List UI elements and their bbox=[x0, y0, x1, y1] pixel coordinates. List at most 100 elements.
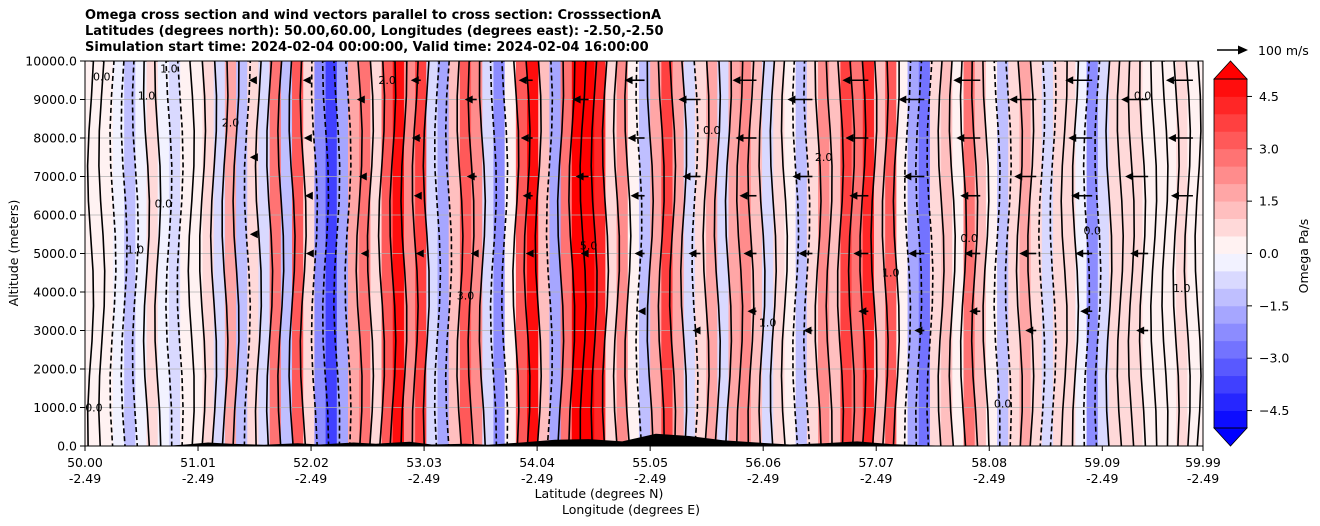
wind-vector-head bbox=[572, 95, 581, 104]
wind-vector-head bbox=[739, 191, 748, 200]
omega-contour-line bbox=[948, 61, 957, 446]
omega-contour-line bbox=[478, 61, 487, 446]
wind-vector-head bbox=[735, 134, 744, 142]
wind-vector-head bbox=[415, 249, 424, 258]
wind-vector-head bbox=[248, 76, 257, 85]
omega-contour-line bbox=[758, 61, 766, 446]
x-tick-label-lat: 58.08 bbox=[971, 455, 1007, 470]
omega-contour-line bbox=[187, 61, 196, 446]
colorbar-segment bbox=[1214, 393, 1247, 411]
colorbar-segment bbox=[1214, 270, 1247, 289]
contour-label: 0.0 bbox=[155, 197, 173, 210]
wind-vector-head bbox=[249, 153, 258, 162]
colorbar-segment bbox=[1214, 253, 1247, 272]
omega-contour-line bbox=[97, 61, 106, 446]
wind-vector-head bbox=[413, 191, 422, 200]
omega-contour-line bbox=[109, 61, 117, 446]
y-tick-label: 1000.0 bbox=[33, 400, 77, 415]
omega-contour-line bbox=[1149, 61, 1158, 446]
x-tick-label-lon: -2.49 bbox=[408, 471, 440, 486]
wind-vector-head bbox=[360, 249, 369, 258]
wind-vector-head bbox=[1165, 76, 1174, 85]
wind-vector-head bbox=[637, 307, 646, 316]
omega-contour-line bbox=[556, 61, 565, 446]
wind-vector-head bbox=[956, 134, 965, 142]
colorbar-segment bbox=[1214, 201, 1247, 219]
x-tick-label-lat: 57.07 bbox=[858, 455, 894, 470]
x-tick-label-lon: -2.49 bbox=[973, 471, 1005, 486]
omega-contour-line bbox=[411, 61, 419, 446]
wind-vector-head bbox=[692, 326, 701, 335]
omega-contour-line bbox=[243, 61, 252, 446]
omega-contour-line bbox=[881, 61, 890, 446]
wind-vector-head bbox=[624, 76, 633, 85]
y-tick-label: 2000.0 bbox=[33, 362, 77, 377]
contour-label: 1.0 bbox=[759, 317, 777, 330]
omega-contour-line bbox=[1094, 61, 1102, 446]
x-tick-label-lat: 59.99 bbox=[1185, 455, 1221, 470]
omega-contour-line bbox=[780, 61, 789, 446]
contour-label: 1.0 bbox=[882, 267, 900, 280]
omega-contour-line bbox=[579, 61, 587, 446]
omega-contour-line bbox=[747, 61, 755, 446]
chart-title-line-1: Omega cross section and wind vectors par… bbox=[85, 8, 662, 23]
omega-contour-line bbox=[635, 61, 643, 446]
omega-contour-line bbox=[903, 61, 912, 446]
omega-contour-line bbox=[221, 61, 229, 446]
wind-vector-head bbox=[1068, 134, 1077, 142]
omega-contour-line bbox=[512, 61, 520, 446]
omega-contour-line bbox=[332, 61, 341, 446]
wind-vectors bbox=[248, 76, 1193, 335]
omega-contour-line bbox=[142, 61, 151, 446]
colorbar-tick-label: −3.0 bbox=[1259, 351, 1289, 366]
contour-label: 2.0 bbox=[815, 151, 833, 164]
y-tick-label: 4000.0 bbox=[33, 285, 77, 300]
omega-contour-line bbox=[456, 61, 464, 446]
x-tick-label-lon: -2.49 bbox=[182, 471, 214, 486]
colorbar-segment bbox=[1214, 166, 1247, 185]
omega-contour-line bbox=[1004, 61, 1013, 446]
omega-contour-line bbox=[534, 61, 543, 446]
wind-vector-head bbox=[845, 134, 854, 142]
omega-contour-line bbox=[702, 61, 710, 446]
omega-contour-line bbox=[769, 61, 778, 446]
omega-contour-line bbox=[1082, 61, 1091, 446]
y-tick-label: 5000.0 bbox=[33, 246, 77, 261]
wind-vector-head bbox=[960, 191, 969, 200]
omega-contour-line bbox=[176, 61, 184, 446]
contour-label: 3.0 bbox=[457, 290, 475, 303]
colorbar-segment bbox=[1214, 410, 1247, 429]
x-tick-label-lon: -2.49 bbox=[69, 471, 101, 486]
x-tick-label-lat: 50.00 bbox=[67, 455, 103, 470]
omega-contour-line bbox=[433, 61, 442, 446]
colorbar-tick-label: −4.5 bbox=[1259, 403, 1289, 418]
contour-label: 1.0 bbox=[127, 244, 145, 257]
contour-label: 1.0 bbox=[138, 90, 156, 103]
colorbar-segment bbox=[1214, 305, 1247, 324]
wind-vector-head bbox=[953, 76, 962, 85]
wind-vector-head bbox=[575, 172, 584, 181]
omega-contour-line bbox=[545, 61, 554, 446]
omega-contour-line bbox=[859, 61, 867, 446]
omega-contour-line bbox=[825, 61, 833, 446]
omega-contour-line bbox=[277, 61, 285, 446]
omega-contour-line bbox=[209, 61, 218, 446]
wind-vector-head bbox=[302, 76, 311, 85]
y-axis-label: Altitude (meters) bbox=[6, 200, 21, 307]
colorbar-segment bbox=[1214, 183, 1247, 202]
vector-key-label: 100 m/s bbox=[1258, 43, 1309, 58]
omega-contour-line bbox=[982, 61, 990, 446]
omega-contour-line bbox=[500, 61, 509, 446]
omega-contour-line bbox=[377, 61, 386, 446]
x-axis-label-lon: Longitude (degrees E) bbox=[562, 502, 700, 517]
colorbar-tick-label: 0.0 bbox=[1259, 246, 1279, 261]
y-tick-label: 0.0 bbox=[57, 439, 77, 454]
wind-vector-head bbox=[898, 95, 907, 104]
omega-contour-line bbox=[321, 61, 330, 446]
contour-label: 0.0 bbox=[1083, 224, 1101, 237]
wind-vector-head bbox=[1019, 249, 1028, 258]
y-tick-label: 10000.0 bbox=[25, 54, 77, 69]
wind-vector-head bbox=[466, 172, 475, 181]
omega-contour-line bbox=[1172, 61, 1180, 446]
wind-vector-head bbox=[410, 76, 419, 85]
